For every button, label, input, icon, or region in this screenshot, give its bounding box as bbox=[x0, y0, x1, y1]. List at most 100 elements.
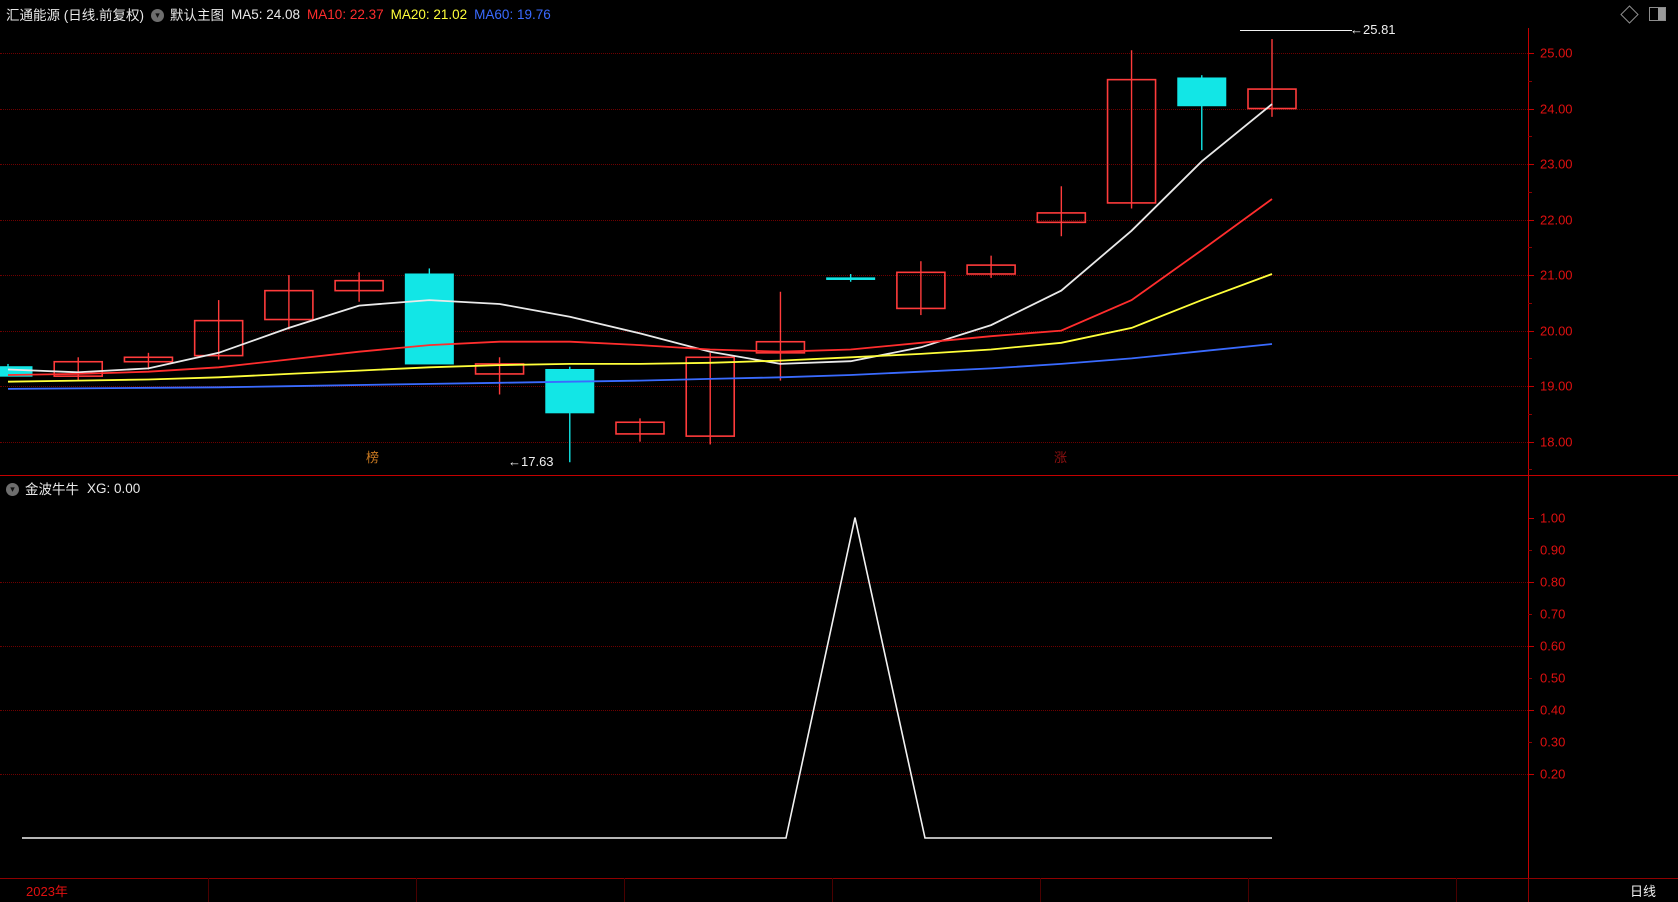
diamond-icon[interactable] bbox=[1620, 4, 1639, 24]
candle bbox=[1036, 186, 1087, 237]
candle bbox=[474, 357, 525, 395]
indicator-axis-label: 0.90 bbox=[1540, 542, 1566, 558]
time-axis-separator bbox=[1456, 878, 1457, 902]
price-gridline bbox=[0, 441, 1528, 443]
price-tick bbox=[1528, 52, 1534, 54]
indicator-axis-label: 1.00 bbox=[1540, 510, 1566, 526]
price-gridline bbox=[0, 164, 1528, 166]
price-plot-area[interactable]: ←25.81 ←17.63 榜 涨 bbox=[0, 22, 1678, 475]
indicator-axis-label: 0.30 bbox=[1540, 734, 1566, 750]
price-tick bbox=[1528, 275, 1534, 277]
price-axis-label: 22.00 bbox=[1540, 212, 1573, 228]
indicator-axis-label: 0.80 bbox=[1540, 574, 1566, 590]
time-axis-separator bbox=[1248, 878, 1249, 902]
symbol-name[interactable]: 汇通能源 (日线.前复权) bbox=[6, 8, 144, 23]
candle bbox=[264, 275, 314, 330]
chevron-down-circle-icon[interactable]: ▾ bbox=[6, 482, 19, 496]
candle bbox=[1247, 39, 1297, 117]
indicator-plot-area[interactable] bbox=[0, 476, 1678, 878]
candle bbox=[404, 268, 454, 365]
period-label[interactable]: 日线 bbox=[1629, 884, 1656, 899]
indicator-axis-label: 0.50 bbox=[1540, 670, 1566, 686]
chart-footer: 2023年 日线 bbox=[0, 878, 1678, 902]
indicator-gridline bbox=[0, 581, 1528, 583]
split-pane-icon[interactable] bbox=[1649, 7, 1666, 21]
price-gridline bbox=[0, 108, 1528, 110]
indicator-gridline bbox=[0, 709, 1528, 711]
price-tick-minor bbox=[1528, 413, 1532, 415]
price-gridline bbox=[0, 219, 1528, 221]
price-axis-label: 23.00 bbox=[1540, 156, 1573, 172]
candle bbox=[685, 352, 736, 445]
ma5-readout: MA5: 24.08 bbox=[231, 6, 301, 22]
price-tick bbox=[1528, 164, 1534, 166]
ma20-readout: MA20: 21.02 bbox=[390, 6, 468, 22]
candlestick-series bbox=[0, 39, 1297, 463]
candle bbox=[193, 300, 244, 360]
price-tick-minor bbox=[1528, 136, 1532, 138]
indicator-axis-label: 0.70 bbox=[1540, 606, 1566, 622]
chevron-down-circle-icon[interactable]: ▾ bbox=[151, 8, 164, 22]
price-axis-label: 18.00 bbox=[1540, 434, 1573, 450]
time-axis-separator bbox=[1040, 878, 1041, 902]
price-axis-label: 21.00 bbox=[1540, 267, 1573, 283]
indicator-axis-label: 0.40 bbox=[1540, 702, 1566, 718]
indicator-title[interactable]: 金波牛牛 bbox=[25, 482, 79, 497]
candle bbox=[896, 261, 946, 316]
high-price-callout: ←25.81 bbox=[1350, 22, 1396, 37]
signal-mark-bang: 榜 bbox=[366, 450, 380, 465]
candle bbox=[1106, 50, 1157, 209]
ma-line-ma20 bbox=[7, 273, 1273, 383]
price-gridline bbox=[0, 330, 1528, 332]
candle bbox=[755, 291, 806, 381]
price-tick-minor bbox=[1528, 247, 1532, 249]
axis-column-border bbox=[1528, 878, 1529, 902]
price-tick-minor bbox=[1528, 469, 1532, 471]
candle bbox=[966, 255, 1016, 278]
indicator-axis-label: 0.20 bbox=[1540, 766, 1566, 782]
ma10-readout: MA10: 22.37 bbox=[307, 6, 384, 22]
indicator-axis-label: 0.60 bbox=[1540, 638, 1566, 654]
ma-line-ma60 bbox=[7, 343, 1273, 390]
indicator-tick bbox=[1528, 645, 1534, 647]
candle bbox=[123, 352, 174, 370]
indicator-tick bbox=[1528, 549, 1532, 551]
time-axis-separator bbox=[416, 878, 417, 902]
ma-line-ma10 bbox=[7, 198, 1273, 376]
candle bbox=[826, 273, 876, 282]
ma60-readout: MA60: 19.76 bbox=[474, 6, 551, 22]
time-axis-label: 2023年 bbox=[26, 884, 68, 899]
indicator-gridline bbox=[0, 773, 1528, 775]
chart-header: 汇通能源 (日线.前复权) ▾ 默认主图 MA5: 24.08 MA10: 22… bbox=[0, 0, 1678, 28]
price-tick-minor bbox=[1528, 191, 1532, 193]
indicator-tick bbox=[1528, 581, 1534, 583]
price-tick-minor bbox=[1528, 302, 1532, 304]
indicator-panel[interactable]: ▾ 金波牛牛 XG: 0.00 1.00 0.90 0.80 0.70 0.60 0.50… bbox=[0, 476, 1678, 878]
indicator-axis-line bbox=[1528, 476, 1529, 878]
indicator-tick bbox=[1528, 773, 1534, 775]
footer-top-border bbox=[0, 878, 1678, 879]
indicator-gridline bbox=[0, 645, 1528, 647]
ma-line-ma5 bbox=[7, 103, 1273, 374]
indicator-axis: 1.00 0.90 0.80 0.70 0.60 0.50 0.40 0.30 0.20 bbox=[1528, 476, 1678, 878]
chart-template-label[interactable]: 默认主图 bbox=[170, 8, 224, 23]
price-gridline bbox=[0, 275, 1528, 277]
time-axis-separator bbox=[208, 878, 209, 902]
time-axis-separator bbox=[832, 878, 833, 902]
indicator-tick bbox=[1528, 517, 1534, 519]
price-axis-label: 19.00 bbox=[1540, 378, 1573, 394]
price-tick bbox=[1528, 330, 1534, 332]
price-axis-label: 24.00 bbox=[1540, 101, 1573, 116]
price-axis: 25.00 24.00 23.00 22.00 21.00 20.00 19.00 18.00 bbox=[1528, 28, 1678, 475]
candle bbox=[615, 418, 665, 442]
indicator-header: ▾ 金波牛牛 XG: 0.00 bbox=[6, 476, 140, 500]
low-price-callout: ←17.63 bbox=[508, 454, 554, 470]
indicator-value: XG: 0.00 bbox=[87, 480, 141, 496]
xg-indicator-line bbox=[22, 517, 1272, 839]
panel-divider bbox=[0, 475, 1678, 476]
price-chart-panel[interactable]: ←25.81 ←17.63 榜 涨 25.00 24.00 23.00 22.00 21.00… bbox=[0, 22, 1678, 475]
candle bbox=[53, 357, 104, 381]
indicator-tick bbox=[1528, 709, 1534, 711]
time-axis-separator bbox=[624, 878, 625, 902]
